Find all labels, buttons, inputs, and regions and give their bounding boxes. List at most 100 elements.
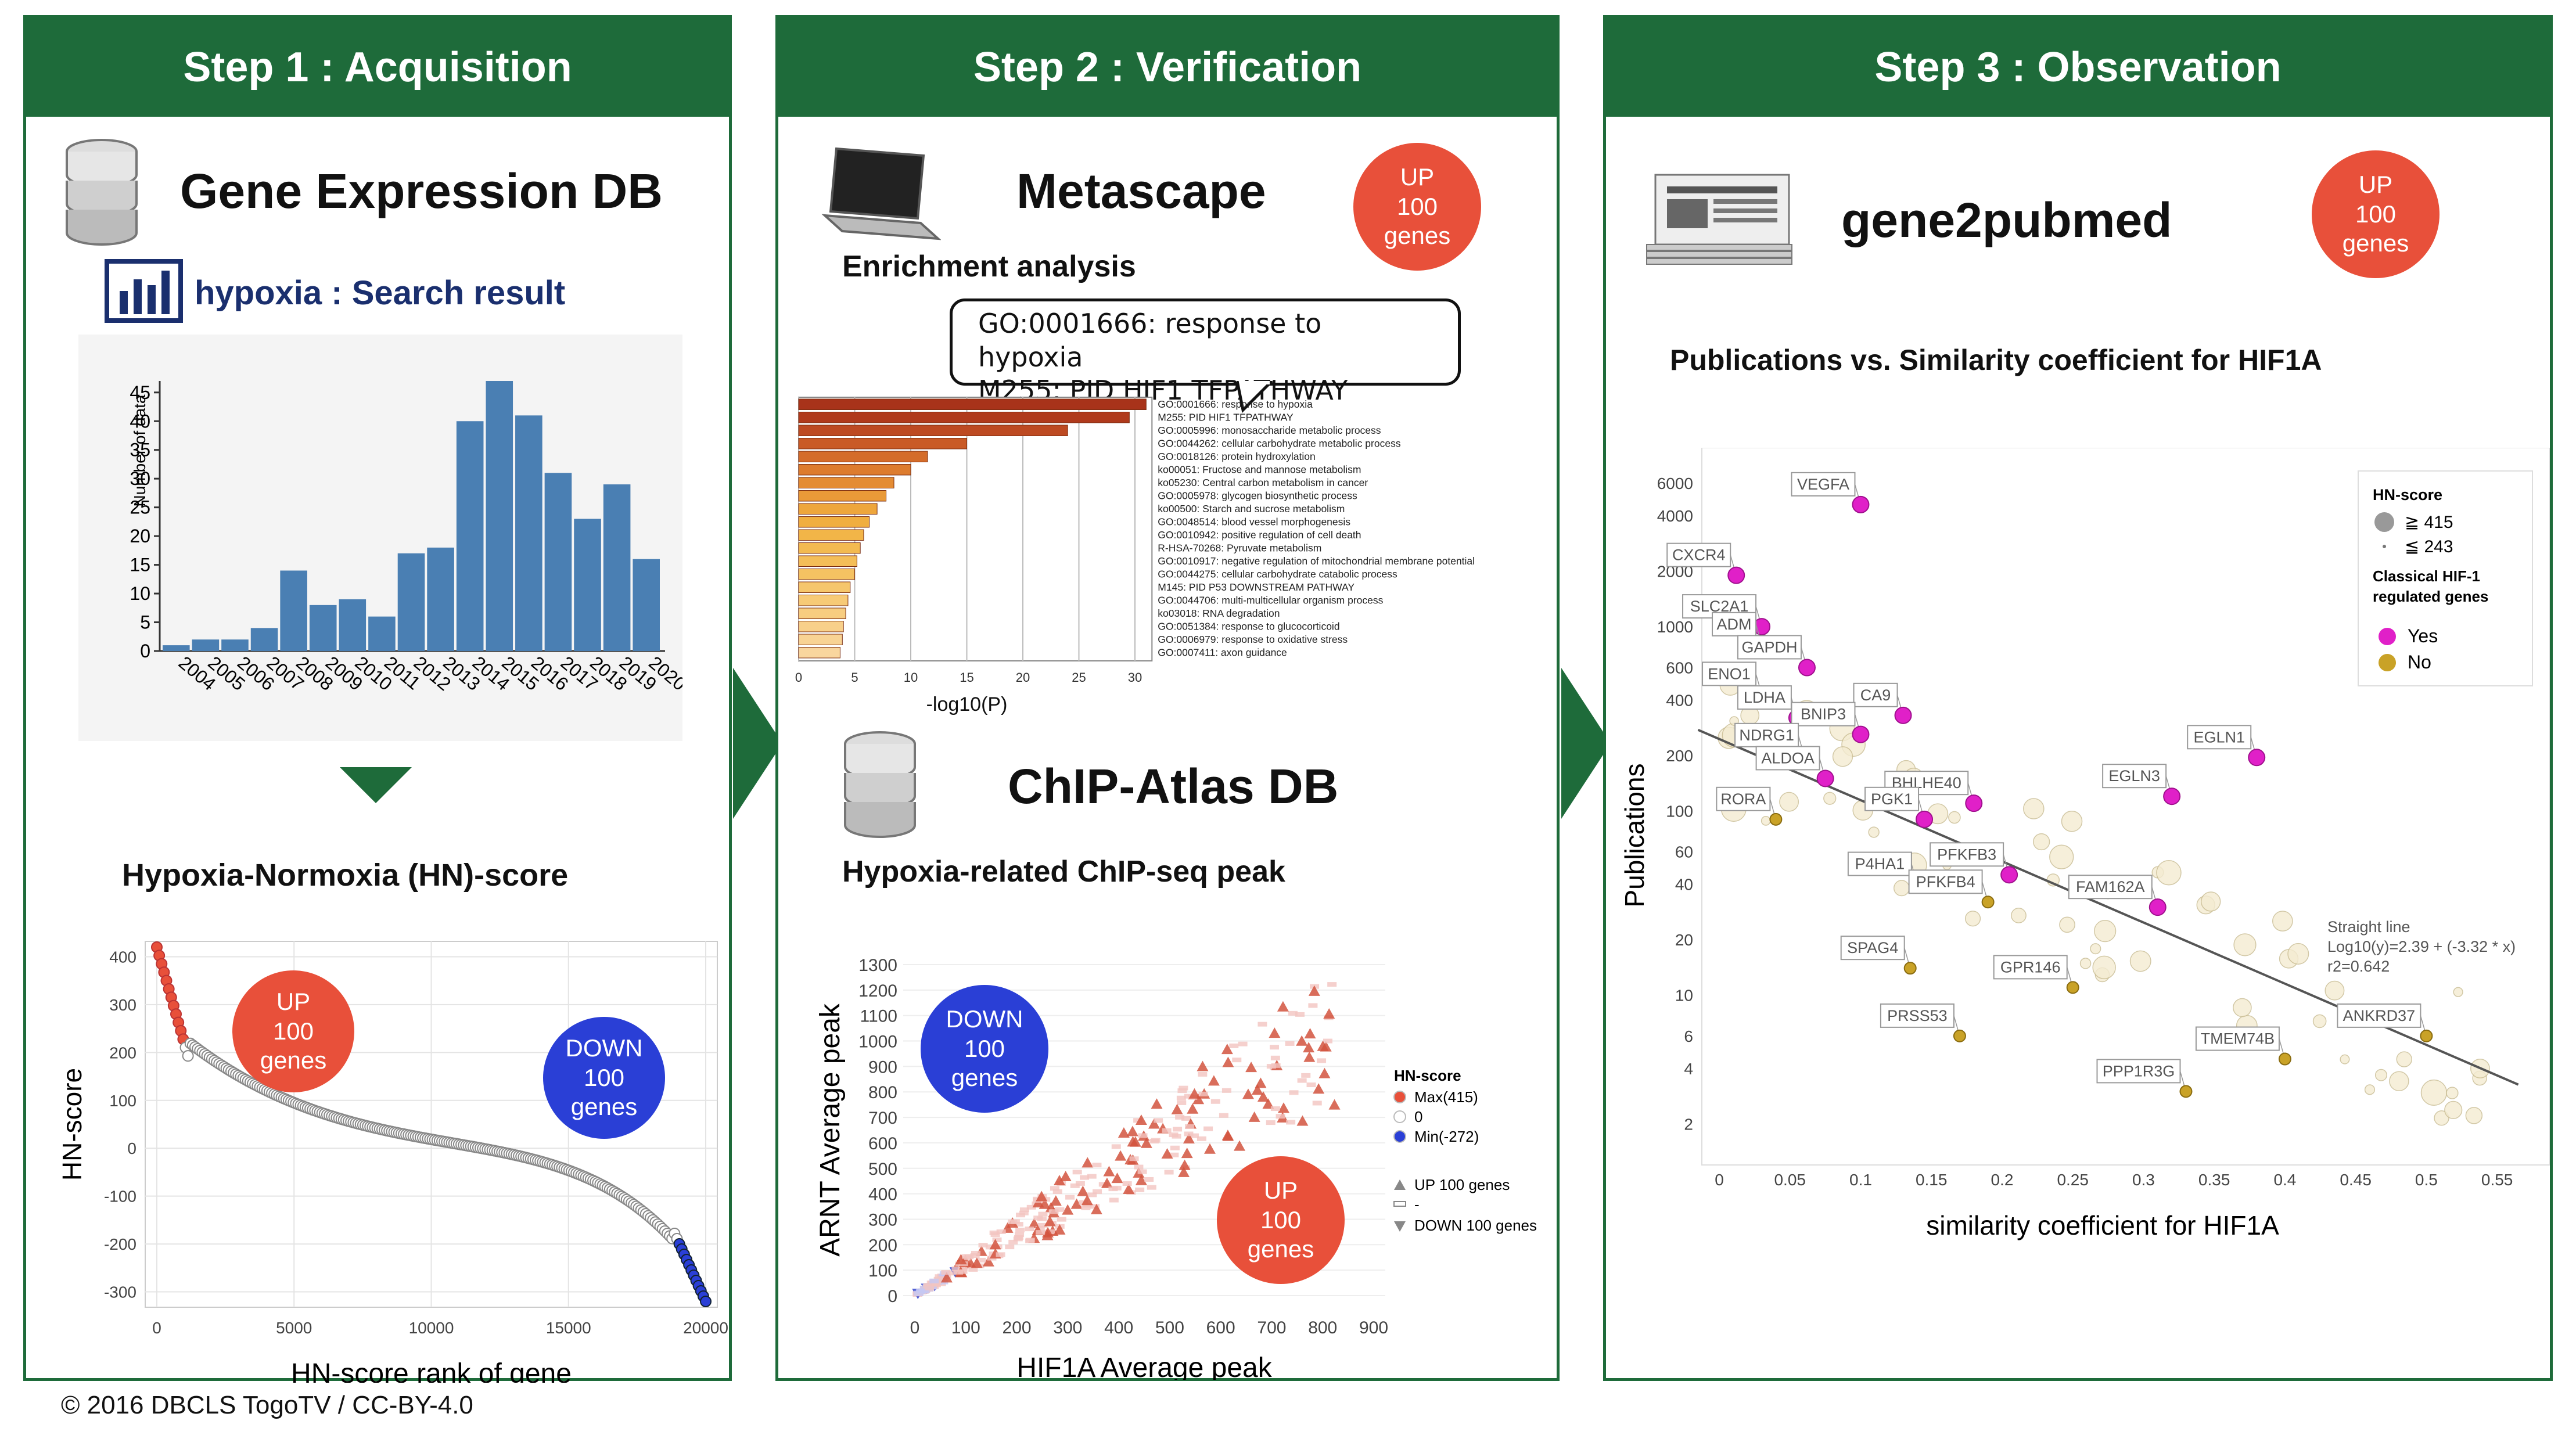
enrichment-term-label: M145: PID P53 DOWNSTREAM PATHWAY — [1158, 581, 1355, 593]
pubmed-gene-label: PPP1R3G — [2103, 1062, 2175, 1080]
chip-point-neutral — [1154, 1118, 1163, 1123]
pubmed-y-label: Publications — [1619, 763, 1650, 907]
chip-point-neutral — [1090, 1204, 1100, 1209]
pubmed-legend-class-title: regulated genes — [2373, 588, 2488, 605]
chip-point-neutral — [1036, 1230, 1046, 1235]
hn-y-tick-label: 100 — [109, 1092, 136, 1110]
chip-point-neutral — [1015, 1232, 1025, 1237]
pubmed-point — [2149, 898, 2167, 916]
histogram-bar — [486, 381, 513, 651]
chip-point-up — [1090, 1203, 1102, 1214]
pubmed-gene-label: RORA — [1720, 790, 1766, 808]
chip-point-up — [1070, 1198, 1083, 1209]
chip-point-up — [1115, 1150, 1127, 1161]
chip-point-up — [1317, 1040, 1329, 1051]
histogram-bar — [192, 639, 220, 651]
enrichment-term-label: GO:0001666: response to hypoxia — [1158, 398, 1313, 410]
enrichment-bar — [798, 555, 857, 567]
chip-legend-title: HN-score — [1394, 1067, 1461, 1084]
chip-point-neutral — [1323, 1038, 1332, 1044]
histogram-y-tick-label: 40 — [130, 411, 150, 431]
chip-x-label: HIF1A Average peak — [1016, 1353, 1272, 1380]
chip-point-neutral — [1111, 1144, 1121, 1149]
enrichment-term-label: GO:0006979: response to oxidative stress — [1158, 634, 1348, 645]
pubmed-legend-size-label: ≧ 415 — [2405, 513, 2453, 532]
enrichment-x-tick-label: 15 — [960, 670, 973, 685]
chip-legend-label: Max(415) — [1414, 1088, 1478, 1106]
chip-point-up — [971, 1257, 983, 1268]
pubmed-x-tick-label: 0.55 — [2481, 1171, 2513, 1189]
pubmed-background-point — [1779, 792, 1799, 812]
enrichment-bar — [798, 451, 928, 462]
enrichment-term-label: GO:0007411: axon guidance — [1158, 647, 1287, 659]
chip-legend-neutral-shape — [1393, 1201, 1406, 1207]
chip-point-up — [1318, 1067, 1331, 1078]
hn-x-tick-label: 20000 — [683, 1319, 728, 1337]
pubmed-x-tick-label: 0.25 — [2057, 1171, 2089, 1189]
chip-y-tick-label: 0 — [888, 1287, 897, 1306]
pubmed-background-point — [2434, 1110, 2449, 1126]
chip-point-up — [1151, 1098, 1163, 1109]
pubmed-y-tick-label: 60 — [1675, 843, 1693, 861]
enrichment-bar — [798, 398, 1147, 410]
hn-score-title: Hypoxia-Normoxia (HN)-score — [122, 858, 569, 893]
pubmed-gene-label: BNIP3 — [1801, 706, 1846, 723]
chip-point-neutral — [996, 1252, 1005, 1257]
pubmed-point — [1981, 895, 1995, 909]
chip-point-neutral — [1147, 1185, 1156, 1190]
chip-point-neutral — [1087, 1192, 1097, 1197]
histogram-bar — [456, 421, 484, 651]
pubmed-gene-label: LDHA — [1744, 689, 1785, 706]
pubmed-label-box — [1993, 955, 2068, 980]
chip-point-up — [1188, 1088, 1201, 1099]
enrichment-bar — [798, 516, 870, 528]
chip-y-tick-label: 900 — [868, 1058, 897, 1077]
enrichment-analysis-label: Enrichment analysis — [842, 250, 1136, 283]
chip-point-neutral — [1014, 1222, 1023, 1227]
chip-point-neutral — [1173, 1127, 1183, 1132]
pubmed-background-point — [2011, 908, 2027, 923]
pubmed-chart-title: Publications vs. Similarity coefficient … — [1670, 344, 2322, 376]
enrichment-callout: GO:0001666: response to hypoxia M255: PI… — [950, 298, 1461, 406]
enrichment-bar — [798, 647, 840, 659]
histogram-bar — [574, 519, 601, 651]
chip-point-up — [1262, 1098, 1274, 1109]
pubmed-point — [1727, 566, 1745, 584]
histogram-bar — [427, 547, 454, 651]
chip-point-neutral — [1019, 1207, 1029, 1213]
chip-point-neutral — [1221, 1088, 1231, 1093]
chip-point-up — [1308, 985, 1320, 996]
pubmed-x-tick-label: 0 — [1715, 1171, 1724, 1189]
chip-point-up — [955, 1254, 967, 1265]
chip-point-neutral — [1238, 1041, 1248, 1046]
chip-point-up — [1277, 1001, 1289, 1012]
pubmed-gene-label: P4HA1 — [1855, 855, 1905, 873]
pubmed-gene-label: GPR146 — [2000, 958, 2061, 976]
chip-point-up — [1303, 1051, 1316, 1062]
chip-point-neutral — [1025, 1238, 1035, 1243]
enrichment-x-label: -log10(P) — [926, 693, 1008, 715]
pubmed-background-point — [1761, 816, 1771, 826]
pubmed-point — [1798, 659, 1816, 677]
histogram-bar — [280, 570, 307, 651]
pubmed-background-point — [2453, 987, 2463, 997]
pubmed-x-tick-label: 0.2 — [1991, 1171, 2013, 1189]
histogram-bar — [309, 605, 337, 651]
chip-point-neutral — [1144, 1177, 1154, 1182]
pubmed-background-point — [2396, 1051, 2412, 1067]
pubmed-point — [2163, 787, 2181, 805]
chip-point-neutral — [1026, 1204, 1036, 1210]
histogram-bar — [339, 599, 367, 651]
pubmed-background-point — [2364, 1084, 2376, 1095]
chip-y-tick-label: 1300 — [858, 956, 897, 975]
pubmed-gene-label: CA9 — [1860, 686, 1891, 704]
chip-point-neutral — [1269, 1045, 1279, 1050]
pubmed-y-tick-label: 20 — [1675, 931, 1693, 949]
chip-point-up — [1303, 1042, 1315, 1053]
pubmed-gene-label: NDRG1 — [1739, 727, 1794, 744]
chip-y-tick-label: 300 — [868, 1210, 897, 1229]
chip-point-up — [1197, 1060, 1209, 1071]
chip-point-up — [1179, 1159, 1191, 1170]
enrichment-term-label: GO:0010942: positive regulation of cell … — [1158, 529, 1361, 541]
pubmed-background-point — [1964, 911, 1981, 927]
